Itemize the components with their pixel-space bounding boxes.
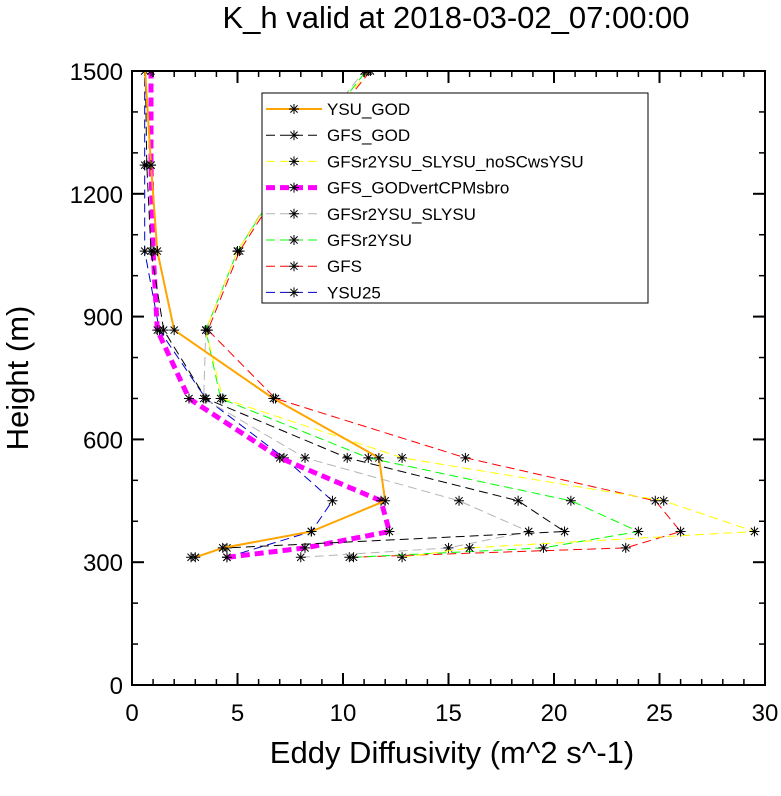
data-point <box>384 526 395 537</box>
data-point <box>169 325 180 336</box>
data-point <box>221 552 232 563</box>
data-point <box>565 495 576 506</box>
data-point <box>327 495 338 506</box>
data-point <box>633 526 644 537</box>
data-point <box>190 552 201 563</box>
x-tick-label: 20 <box>541 700 568 727</box>
legend-swatch-marker <box>289 130 299 141</box>
data-point <box>559 526 570 537</box>
data-point <box>373 452 384 463</box>
legend-label: YSU_GOD <box>327 100 410 119</box>
legend-entry: YSU_GOD <box>266 100 410 119</box>
legend-label: GFS <box>327 257 362 276</box>
y-tick-label: 1200 <box>70 182 123 209</box>
data-point <box>217 542 228 553</box>
data-point <box>300 542 311 553</box>
legend-swatch-marker <box>289 287 299 298</box>
data-point <box>397 452 408 463</box>
data-point <box>443 542 454 553</box>
data-point <box>513 495 524 506</box>
data-point <box>145 246 156 257</box>
data-point <box>454 495 465 506</box>
data-point <box>268 393 279 404</box>
y-tick-label: 900 <box>83 305 123 332</box>
data-point <box>650 495 661 506</box>
data-point <box>380 495 391 506</box>
data-point <box>274 452 285 463</box>
legend-box <box>261 92 649 304</box>
data-point <box>749 526 760 537</box>
data-point <box>342 452 353 463</box>
data-point <box>139 246 150 257</box>
chart-title: K_h valid at 2018-03-02_07:00:00 <box>222 0 689 35</box>
data-point <box>300 452 311 463</box>
data-point <box>200 325 211 336</box>
data-point <box>140 25 150 35</box>
data-point <box>152 246 163 257</box>
data-point <box>232 246 243 257</box>
legend-label: GFS_GOD <box>327 126 410 145</box>
y-axis-title: Height (m) <box>0 306 35 451</box>
series-line <box>144 71 387 559</box>
legend-swatch-marker <box>289 104 299 114</box>
legend-swatch-marker <box>289 182 299 193</box>
y-tick-label: 300 <box>83 550 123 577</box>
x-tick-label: 10 <box>330 700 357 727</box>
legend-entry: GFS_GOD <box>266 126 410 145</box>
x-tick-label: 30 <box>752 700 779 727</box>
legend-swatch-marker <box>289 235 299 245</box>
legend-swatch-marker <box>289 208 299 219</box>
legend-label: GFS_GODvertCPMsbro <box>327 179 509 198</box>
legend: YSU_GOD GFS_GOD GFSr2YSU_SLYSU_noSCwsYSU GF… <box>261 92 649 304</box>
x-tick-label: 0 <box>125 700 138 727</box>
data-point <box>675 526 686 537</box>
y-tick-label: 0 <box>110 673 123 700</box>
legend-entry: YSU25 <box>266 283 381 302</box>
data-point <box>152 325 163 336</box>
legend-entry: GFSr2YSU_SLYSU_noSCwsYSU <box>266 152 584 171</box>
data-point <box>620 542 631 553</box>
legend-swatch-marker <box>289 261 299 272</box>
series-ysu-god <box>138 25 391 563</box>
series-line <box>205 71 639 558</box>
data-point <box>138 25 148 35</box>
data-point <box>538 542 549 553</box>
x-tick-label: 5 <box>231 700 244 727</box>
data-point <box>658 495 669 506</box>
legend-label: GFSr2YSU_SLYSU <box>327 205 476 224</box>
legend-entry: GFSr2YSU_SLYSU <box>266 205 476 224</box>
data-point <box>523 526 534 537</box>
data-point <box>397 552 408 563</box>
data-point <box>306 526 317 537</box>
y-tick-label: 600 <box>83 427 123 454</box>
data-point <box>363 452 374 463</box>
data-point <box>217 393 228 404</box>
legend-label: GFSr2YSU_SLYSU_noSCwsYSU <box>327 152 584 171</box>
data-point <box>464 542 475 553</box>
data-point <box>183 393 194 404</box>
data-point <box>200 393 211 404</box>
x-tick-label: 25 <box>646 700 673 727</box>
y-tick-label: 1500 <box>70 59 123 86</box>
legend-entry: GFSr2YSU <box>266 231 412 250</box>
legend-label: YSU25 <box>327 283 381 302</box>
legend-swatch-marker <box>289 156 299 167</box>
data-point <box>460 452 471 463</box>
legend-entry: GFS <box>266 257 362 276</box>
data-point <box>295 552 306 563</box>
legend-entry: GFS_GODvertCPMsbro <box>266 179 509 198</box>
data-point <box>348 552 359 563</box>
legend-label: GFSr2YSU <box>327 231 412 250</box>
data-point <box>158 325 169 336</box>
x-tick-label: 15 <box>435 700 462 727</box>
data-point <box>145 160 156 171</box>
x-axis-title: Eddy Diffusivity (m^2 s^-1) <box>270 735 634 770</box>
